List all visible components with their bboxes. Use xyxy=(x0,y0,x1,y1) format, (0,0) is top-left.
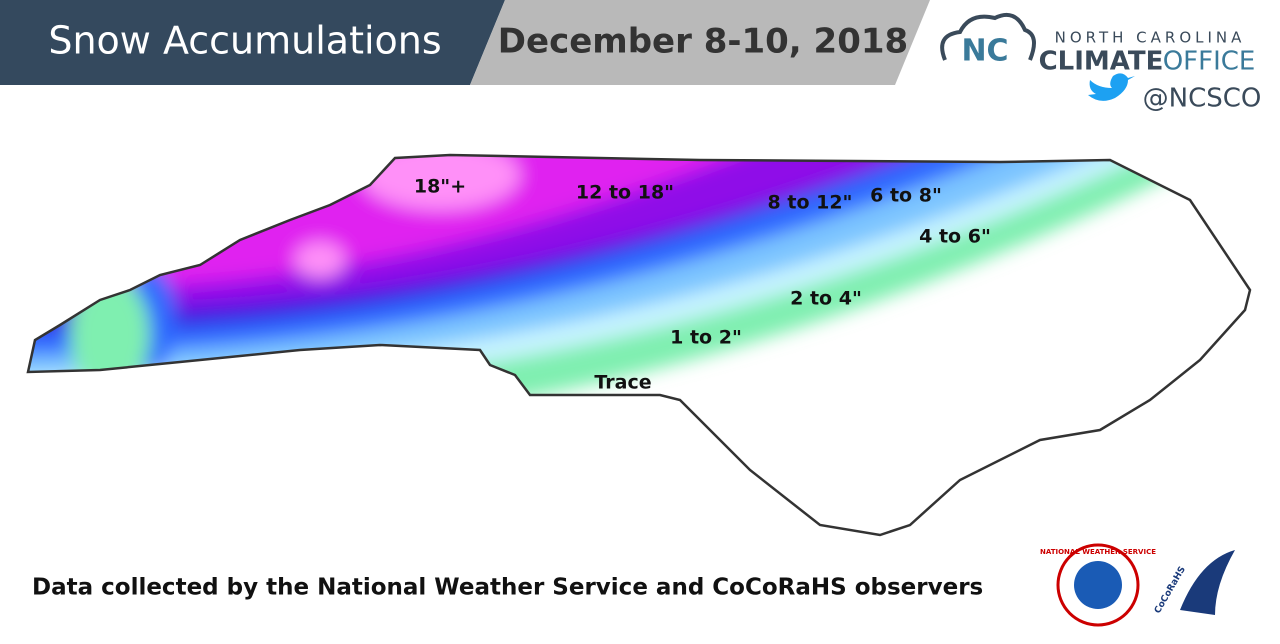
logo-office: OFFICE xyxy=(1163,47,1256,77)
title-banner xyxy=(0,0,505,85)
band-18-plus-2 xyxy=(295,242,345,278)
map-label: 6 to 8" xyxy=(870,185,942,207)
title: Snow Accumulations xyxy=(48,19,441,63)
footer-text: Data collected by the National Weather S… xyxy=(32,575,983,601)
map-label: 18"+ xyxy=(414,176,466,198)
twitter-icon xyxy=(1088,73,1135,101)
map-label: 12 to 18" xyxy=(576,182,674,204)
logo-nc: NC xyxy=(961,34,1008,69)
map-label: 4 to 6" xyxy=(919,226,991,248)
map-label: 1 to 2" xyxy=(670,327,742,349)
state-outline xyxy=(26,153,1252,537)
nws-logo-center xyxy=(1074,561,1122,609)
date: December 8-10, 2018 xyxy=(498,22,908,62)
map-label: 8 to 12" xyxy=(768,192,853,214)
cocorahs-logo xyxy=(1180,550,1235,615)
logo-line1: NORTH CAROLINA xyxy=(1055,29,1246,47)
map-label: Trace xyxy=(594,372,651,394)
logo-climate: CLIMATE xyxy=(1039,47,1164,77)
logo-cloud xyxy=(940,13,1036,61)
date-banner xyxy=(470,0,930,85)
band-west-green xyxy=(70,275,150,395)
nws-text: NATIONAL WEATHER SERVICE xyxy=(1040,548,1156,556)
map-label: 2 to 4" xyxy=(790,288,862,310)
handle: @NCSCO xyxy=(1143,84,1262,114)
